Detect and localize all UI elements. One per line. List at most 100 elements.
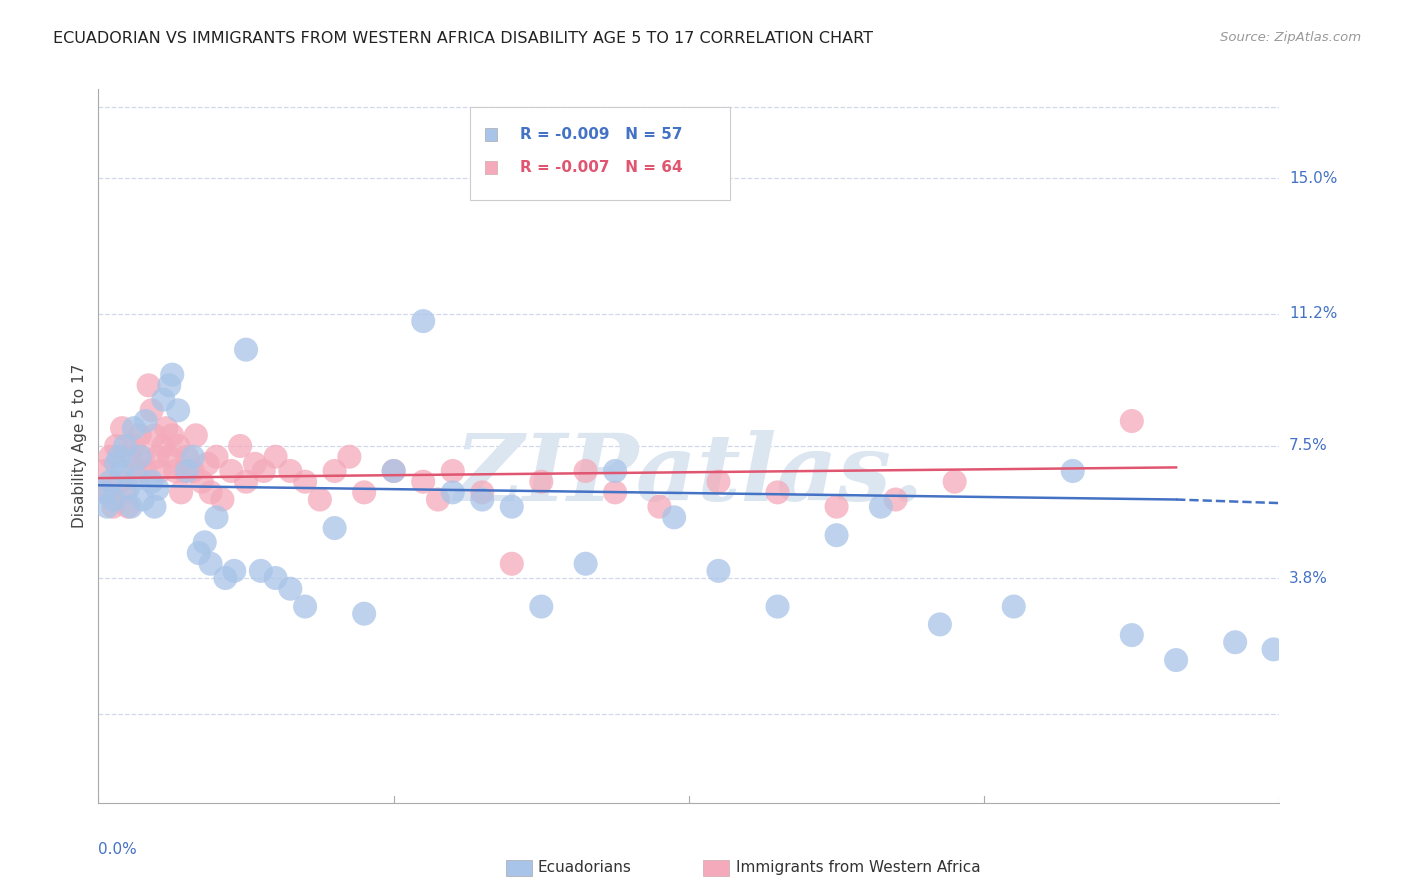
Point (96, 500, 118, 514)
Point (96, 485, 118, 500)
Point (427, 492, 450, 507)
Point (280, 464, 302, 478)
Point (211, 492, 233, 507)
Point (128, 428, 150, 442)
Point (825, 500, 848, 514)
Point (152, 392, 174, 407)
Point (605, 485, 627, 500)
Point (111, 464, 134, 478)
Point (108, 475, 131, 489)
Text: ECUADORIAN VS IMMIGRANTS FROM WESTERN AFRICA DISABILITY AGE 5 TO 17 CORRELATION : ECUADORIAN VS IMMIGRANTS FROM WESTERN AF… (53, 31, 873, 46)
Point (339, 450, 361, 464)
Point (162, 368, 183, 382)
Point (120, 500, 142, 514)
Point (501, 557, 523, 571)
Point (870, 500, 893, 514)
Point (114, 439, 136, 453)
Point (1166, 653, 1188, 667)
Point (200, 485, 222, 500)
Point (471, 485, 494, 500)
Point (103, 500, 125, 514)
Point (353, 485, 375, 500)
Point (294, 475, 316, 489)
Point (135, 414, 157, 428)
Bar (506, 860, 531, 876)
Point (117, 482, 139, 496)
Point (264, 450, 287, 464)
Point (353, 607, 375, 621)
Point (173, 464, 195, 478)
Point (929, 617, 952, 632)
Point (235, 343, 257, 357)
Point (157, 378, 180, 392)
Text: 7.5%: 7.5% (1289, 439, 1327, 453)
Point (122, 421, 145, 435)
Point (181, 464, 204, 478)
Point (707, 475, 730, 489)
Point (501, 500, 523, 514)
Point (93, 485, 115, 500)
Point (441, 485, 464, 500)
Point (146, 450, 169, 464)
Point (382, 464, 405, 478)
Point (143, 500, 166, 514)
Point (176, 464, 198, 478)
Point (323, 521, 346, 535)
Point (250, 564, 273, 578)
Point (122, 439, 145, 453)
Point (530, 599, 553, 614)
Point (181, 450, 204, 464)
Point (141, 475, 163, 489)
Text: R = -0.007   N = 64: R = -0.007 N = 64 (520, 161, 683, 175)
Point (205, 450, 228, 464)
Point (943, 475, 966, 489)
Point (243, 457, 266, 471)
Point (235, 475, 257, 489)
Text: R = -0.009   N = 57: R = -0.009 N = 57 (520, 127, 682, 142)
Point (93, 464, 115, 478)
Text: 11.2%: 11.2% (1289, 307, 1337, 321)
Text: 3.8%: 3.8% (1289, 571, 1327, 585)
Point (382, 464, 405, 478)
Point (105, 457, 128, 471)
Point (135, 464, 157, 478)
Point (323, 464, 346, 478)
Point (471, 492, 494, 507)
Point (1062, 464, 1084, 478)
Text: Immigrants from Western Africa: Immigrants from Western Africa (737, 860, 981, 874)
Point (200, 557, 222, 571)
Point (103, 492, 125, 507)
Point (114, 485, 136, 500)
Point (128, 450, 150, 464)
Point (143, 428, 166, 442)
Point (294, 599, 316, 614)
Point (184, 428, 207, 442)
Point (167, 403, 190, 417)
Point (111, 421, 134, 435)
Text: ZIPatlas.: ZIPatlas. (454, 430, 924, 519)
Text: 0.0%: 0.0% (98, 842, 138, 857)
Point (1263, 642, 1285, 657)
Point (412, 314, 434, 328)
Point (224, 564, 246, 578)
Point (132, 492, 155, 507)
Bar (703, 860, 730, 876)
Point (194, 535, 217, 549)
Point (648, 500, 671, 514)
Point (825, 528, 848, 542)
Point (280, 582, 302, 596)
Point (167, 439, 190, 453)
Point (197, 457, 219, 471)
Point (132, 450, 155, 464)
Point (1225, 635, 1247, 649)
Point (138, 378, 160, 392)
Point (605, 464, 627, 478)
Point (108, 450, 131, 464)
Point (530, 475, 553, 489)
Point (141, 403, 163, 417)
Point (187, 546, 209, 560)
Point (162, 428, 183, 442)
Point (309, 492, 332, 507)
Point (575, 464, 598, 478)
Point (229, 439, 252, 453)
